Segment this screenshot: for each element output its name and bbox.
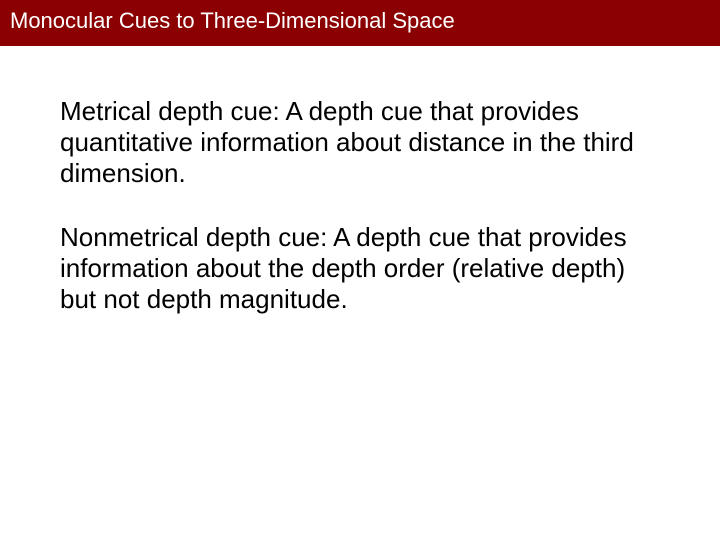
slide-header: Monocular Cues to Three-Dimensional Spac… <box>0 0 720 46</box>
slide-title: Monocular Cues to Three-Dimensional Spac… <box>10 8 455 33</box>
paragraph-2: Nonmetrical depth cue: A depth cue that … <box>60 222 660 316</box>
slide-content: Metrical depth cue: A depth cue that pro… <box>0 46 720 315</box>
paragraph-1: Metrical depth cue: A depth cue that pro… <box>60 96 660 190</box>
